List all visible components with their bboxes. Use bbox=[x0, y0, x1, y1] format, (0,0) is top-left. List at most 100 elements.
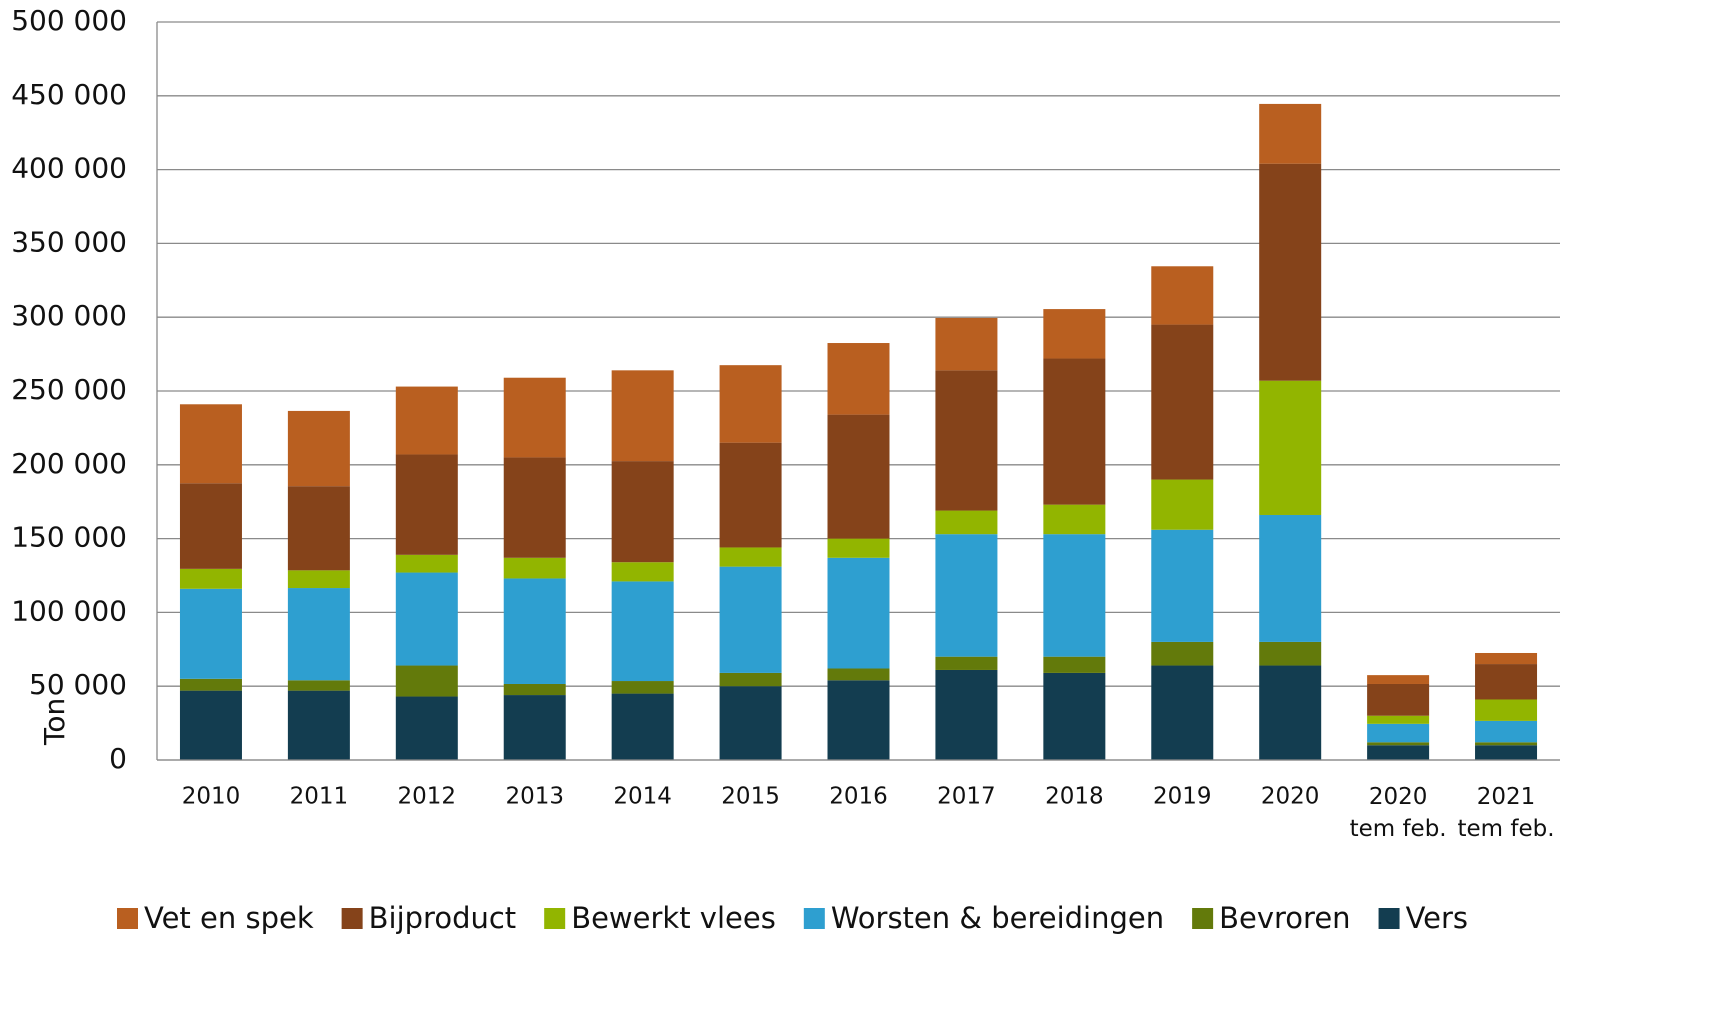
bar-segment bbox=[719, 547, 782, 567]
x-tick-label: 2012 bbox=[398, 784, 457, 810]
bar-segment bbox=[179, 690, 242, 760]
bar-segment bbox=[719, 365, 782, 443]
bar-segment bbox=[1367, 715, 1430, 724]
bar-segment bbox=[503, 683, 566, 696]
x-tick-label: 2018 bbox=[1045, 784, 1104, 810]
bar-segment bbox=[1151, 266, 1214, 325]
bar-segment bbox=[1259, 163, 1322, 381]
bar-segment bbox=[1151, 641, 1214, 666]
bar-segment bbox=[503, 557, 566, 579]
bar-segment bbox=[719, 566, 782, 673]
legend-label: Vet en spek bbox=[144, 901, 314, 935]
legend-swatch bbox=[341, 908, 363, 929]
bar-segment bbox=[827, 414, 890, 539]
y-tick-label: 250 000 bbox=[11, 373, 127, 406]
bar-segment bbox=[1475, 720, 1538, 743]
bar-segment bbox=[1367, 742, 1430, 746]
y-tick-label: 350 000 bbox=[11, 225, 127, 258]
legend-swatch bbox=[544, 908, 566, 929]
bar-segment bbox=[395, 386, 458, 455]
bar-segment bbox=[287, 588, 350, 681]
bar-segment bbox=[1475, 664, 1538, 700]
bar-segment bbox=[179, 588, 242, 679]
bar-segment bbox=[827, 557, 890, 669]
y-tick-label: 400 000 bbox=[11, 152, 127, 185]
bar-segment bbox=[935, 510, 998, 535]
bar-segment bbox=[287, 690, 350, 760]
bar-segment bbox=[1367, 675, 1430, 684]
y-tick-label: 500 000 bbox=[11, 4, 127, 37]
bar-segment bbox=[503, 377, 566, 458]
bar-segment bbox=[287, 570, 350, 589]
bar-segment bbox=[827, 668, 890, 681]
legend-label: Bijproduct bbox=[369, 901, 517, 935]
bar-segment bbox=[1151, 665, 1214, 760]
y-axis-label: Ton bbox=[38, 698, 71, 746]
bar-segment bbox=[719, 442, 782, 548]
x-tick-label: 2017 bbox=[937, 784, 996, 810]
bar-segment bbox=[287, 680, 350, 691]
bar-segment bbox=[611, 562, 674, 582]
bar-segment bbox=[719, 686, 782, 760]
bar-segment bbox=[395, 665, 458, 697]
legend-swatch bbox=[803, 908, 825, 929]
bar-segment bbox=[1259, 380, 1322, 515]
bar-segment bbox=[1043, 672, 1106, 760]
bar-segment bbox=[287, 410, 350, 487]
bar-segment bbox=[1259, 514, 1322, 642]
bar-segment bbox=[1043, 534, 1106, 657]
y-tick-label: 50 000 bbox=[29, 668, 127, 701]
legend-label: Bewerkt vlees bbox=[571, 901, 776, 935]
bar-segment bbox=[611, 370, 674, 462]
bar-segment bbox=[395, 454, 458, 555]
y-tick-label: 200 000 bbox=[11, 447, 127, 480]
bar-segment bbox=[827, 680, 890, 760]
y-tick-label: 0 bbox=[109, 742, 127, 775]
bar-segment bbox=[935, 656, 998, 670]
y-tick-label: 150 000 bbox=[11, 521, 127, 554]
bar-segment bbox=[1151, 324, 1214, 480]
bar-segment bbox=[1151, 529, 1214, 642]
bar-segment bbox=[1475, 699, 1538, 721]
x-tick-label: 2010 bbox=[182, 784, 241, 810]
legend-swatch bbox=[1378, 908, 1400, 929]
bar-segment bbox=[611, 681, 674, 694]
bar-segment bbox=[1367, 683, 1430, 716]
y-tick-label: 300 000 bbox=[11, 299, 127, 332]
x-tick-label: 2020 tem feb. bbox=[1350, 784, 1447, 842]
y-tick-label: 450 000 bbox=[11, 78, 127, 111]
bar-segment bbox=[1043, 504, 1106, 535]
bar-segment bbox=[179, 678, 242, 691]
bar-segment bbox=[1151, 479, 1214, 530]
bar-segment bbox=[827, 343, 890, 415]
bar-segment bbox=[935, 317, 998, 371]
bar-segment bbox=[719, 672, 782, 687]
bar-segment bbox=[1475, 742, 1538, 746]
legend-label: Bevroren bbox=[1219, 901, 1350, 935]
bar-segment bbox=[503, 578, 566, 684]
bar-segment bbox=[1367, 723, 1430, 743]
bar-segment bbox=[1043, 656, 1106, 673]
y-tick-label: 100 000 bbox=[11, 594, 127, 627]
bar-segment bbox=[935, 370, 998, 511]
bar-segment bbox=[503, 695, 566, 760]
bar-segment bbox=[1259, 103, 1322, 164]
bar-segment bbox=[1367, 745, 1430, 760]
legend-swatch bbox=[1192, 908, 1214, 929]
bar-segment bbox=[1475, 745, 1538, 760]
bar-segment bbox=[179, 404, 242, 484]
bar-segment bbox=[179, 483, 242, 569]
x-tick-label: 2011 bbox=[290, 784, 349, 810]
bar-segment bbox=[1043, 309, 1106, 359]
x-tick-label: 2013 bbox=[505, 784, 564, 810]
x-tick-label: 2015 bbox=[721, 784, 780, 810]
bar-segment bbox=[1259, 665, 1322, 760]
bar-segment bbox=[935, 669, 998, 760]
bar-segment bbox=[611, 581, 674, 682]
bar-segment bbox=[503, 457, 566, 558]
bar-segment bbox=[395, 554, 458, 573]
bar-segment bbox=[827, 538, 890, 558]
x-tick-label: 2016 bbox=[829, 784, 888, 810]
x-tick-label: 2021 tem feb. bbox=[1458, 784, 1555, 842]
